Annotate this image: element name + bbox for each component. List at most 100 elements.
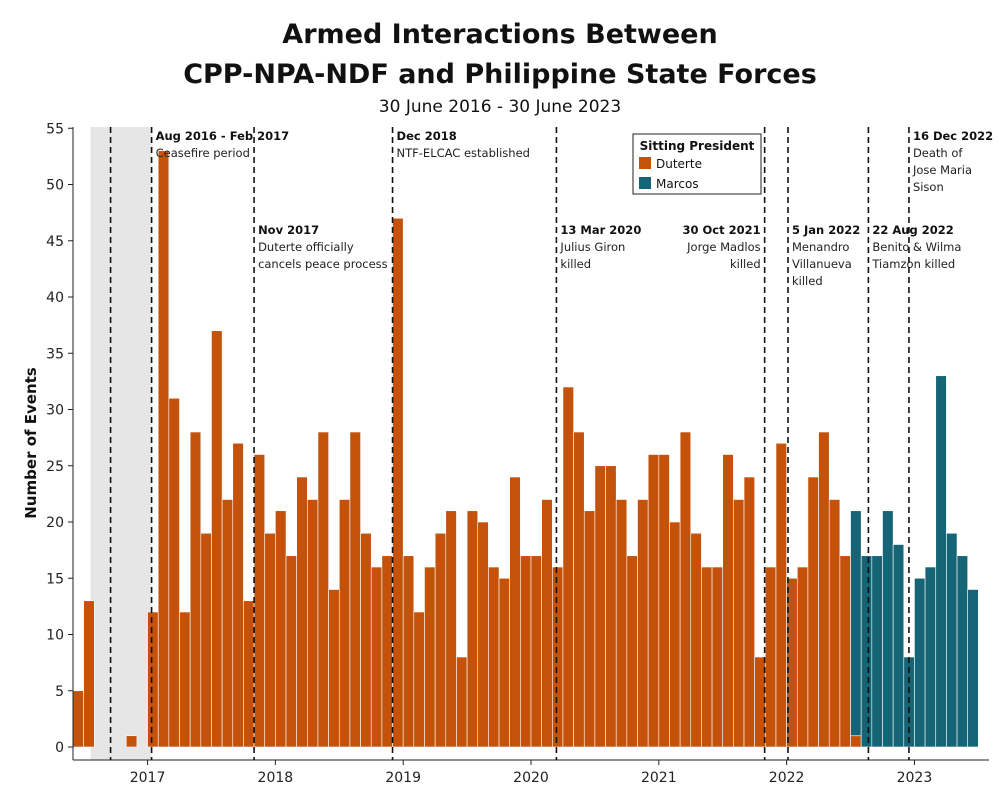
bar-duterte-1 (83, 600, 95, 748)
event-text-1-0: Ceasefire period (156, 146, 250, 160)
x-tick-label-2018: 2018 (258, 770, 294, 786)
bar-duterte-26 (349, 431, 361, 748)
bar-duterte-20 (285, 555, 297, 748)
bar-duterte-45 (552, 566, 564, 748)
bar-duterte-52 (626, 555, 638, 748)
bar-duterte-40 (498, 577, 510, 748)
bar-duterte-60 (711, 566, 724, 748)
y-tick-label-5: 5 (55, 684, 64, 700)
event-text-8-2: Sison (913, 180, 944, 194)
ceasefire-shade-layer (90, 127, 152, 760)
event-head-8: 16 Dec 2022 (913, 129, 993, 143)
x-tick-label-2022: 2022 (769, 770, 805, 786)
bar-duterte-7 (147, 611, 159, 748)
bar-duterte-5 (125, 735, 138, 748)
y-tick-label-45: 45 (46, 234, 64, 250)
bar-duterte-53 (637, 499, 649, 748)
bar-duterte-8 (157, 150, 170, 748)
event-head-2: Nov 2017 (258, 223, 319, 237)
bar-duterte-24 (328, 589, 340, 748)
bar-marcos-81 (935, 375, 947, 748)
chart-subtitle: 30 June 2016 - 30 June 2023 (379, 97, 621, 117)
y-axis-label: Number of Events (22, 367, 40, 518)
bar-duterte-12 (200, 532, 212, 748)
bar-duterte-21 (296, 476, 308, 748)
event-text-5-0: Jorge Madlos (686, 240, 760, 254)
event-text-7-1: Tiamzon killed (871, 257, 955, 271)
bar-duterte-15 (232, 442, 244, 748)
y-tick-label-20: 20 (46, 515, 64, 531)
chart-title-line2: CPP-NPA-NDF and Philippine State Forces (183, 59, 817, 90)
y-tick-label-25: 25 (46, 459, 64, 475)
bar-marcos-74 (860, 555, 873, 748)
bar-duterte-54 (647, 454, 660, 748)
bar-duterte-11 (189, 431, 202, 748)
bar-duterte-69 (807, 476, 819, 748)
bar-marcos-79 (914, 577, 926, 748)
bar-duterte-68 (796, 566, 809, 748)
bar-marcos-84 (967, 589, 979, 748)
y-tick-label-0: 0 (55, 740, 64, 756)
bar-marcos-83 (956, 555, 968, 748)
event-head-7: 22 Aug 2022 (872, 223, 953, 237)
bar-marcos-80 (924, 566, 937, 748)
bar-duterte-51 (615, 499, 628, 748)
bar-duterte-31 (402, 555, 415, 748)
y-tick-label-40: 40 (46, 290, 64, 306)
event-text-4-1: killed (560, 257, 591, 271)
bar-duterte-65 (765, 566, 777, 748)
bar-duterte-55 (658, 454, 670, 748)
event-head-3: Dec 2018 (397, 129, 457, 143)
bar-duterte-33 (424, 566, 436, 748)
event-text-7-0: Benito & Wilma (872, 240, 961, 254)
axis-layer: 0 5 10 15 20 25 30 35 40 45 50 55 2017 2018 2019 2020 20… (46, 121, 989, 786)
bar-duterte-34 (434, 532, 447, 748)
chart-title-line1: Armed Interactions Between (282, 19, 717, 50)
y-tick-label-30: 30 (46, 403, 64, 419)
x-tick-label-2017: 2017 (130, 770, 166, 786)
bar-layer (72, 150, 979, 748)
x-tick-label-2021: 2021 (641, 770, 677, 786)
event-text-4-0: Julius Giron (559, 240, 625, 254)
legend-label-duterte: Duterte (656, 157, 702, 171)
bar-duterte-43 (530, 555, 542, 748)
bar-duterte-73 (850, 735, 862, 748)
event-text-3-0: NTF-ELCAC established (397, 146, 530, 160)
y-tick-label-10: 10 (46, 628, 64, 644)
event-text-2-1: cancels peace process (258, 257, 388, 271)
bar-duterte-25 (338, 499, 351, 748)
event-head-4: 13 Mar 2020 (560, 223, 641, 237)
y-tick-label-55: 55 (46, 121, 64, 137)
bar-marcos-76 (882, 510, 894, 748)
event-text-6-0: Menandro (792, 240, 849, 254)
bar-marcos-77 (892, 544, 905, 748)
bar-duterte-38 (477, 521, 489, 748)
bar-duterte-0 (72, 690, 84, 748)
bar-duterte-36 (456, 656, 468, 748)
bar-duterte-32 (413, 611, 425, 748)
bar-duterte-64 (754, 656, 766, 748)
bar-duterte-10 (179, 611, 191, 748)
legend-title: Sitting President (640, 139, 755, 153)
bar-duterte-14 (221, 499, 234, 748)
bar-duterte-42 (520, 555, 532, 748)
bar-duterte-19 (275, 510, 287, 748)
y-tick-label-15: 15 (46, 571, 64, 587)
bar-duterte-28 (370, 566, 383, 748)
bar-duterte-30 (392, 217, 404, 748)
bar-duterte-27 (360, 532, 372, 748)
bar-duterte-66 (775, 442, 787, 748)
legend-label-marcos: Marcos (656, 177, 699, 191)
bar-duterte-22 (307, 499, 319, 748)
bar-duterte-13 (211, 330, 223, 748)
bar-duterte-37 (466, 510, 479, 748)
bar-duterte-56 (669, 521, 681, 748)
legend-swatch-marcos (639, 177, 651, 189)
event-text-5-1: killed (730, 257, 761, 271)
annotation-layer: Aug 2016 - Feb 2017 Ceasefire period Nov 2… (109, 127, 993, 760)
event-text-8-1: Jose Maria (912, 163, 972, 177)
y-tick-label-50: 50 (46, 178, 64, 194)
event-text-6-1: Villanueva (792, 257, 852, 271)
